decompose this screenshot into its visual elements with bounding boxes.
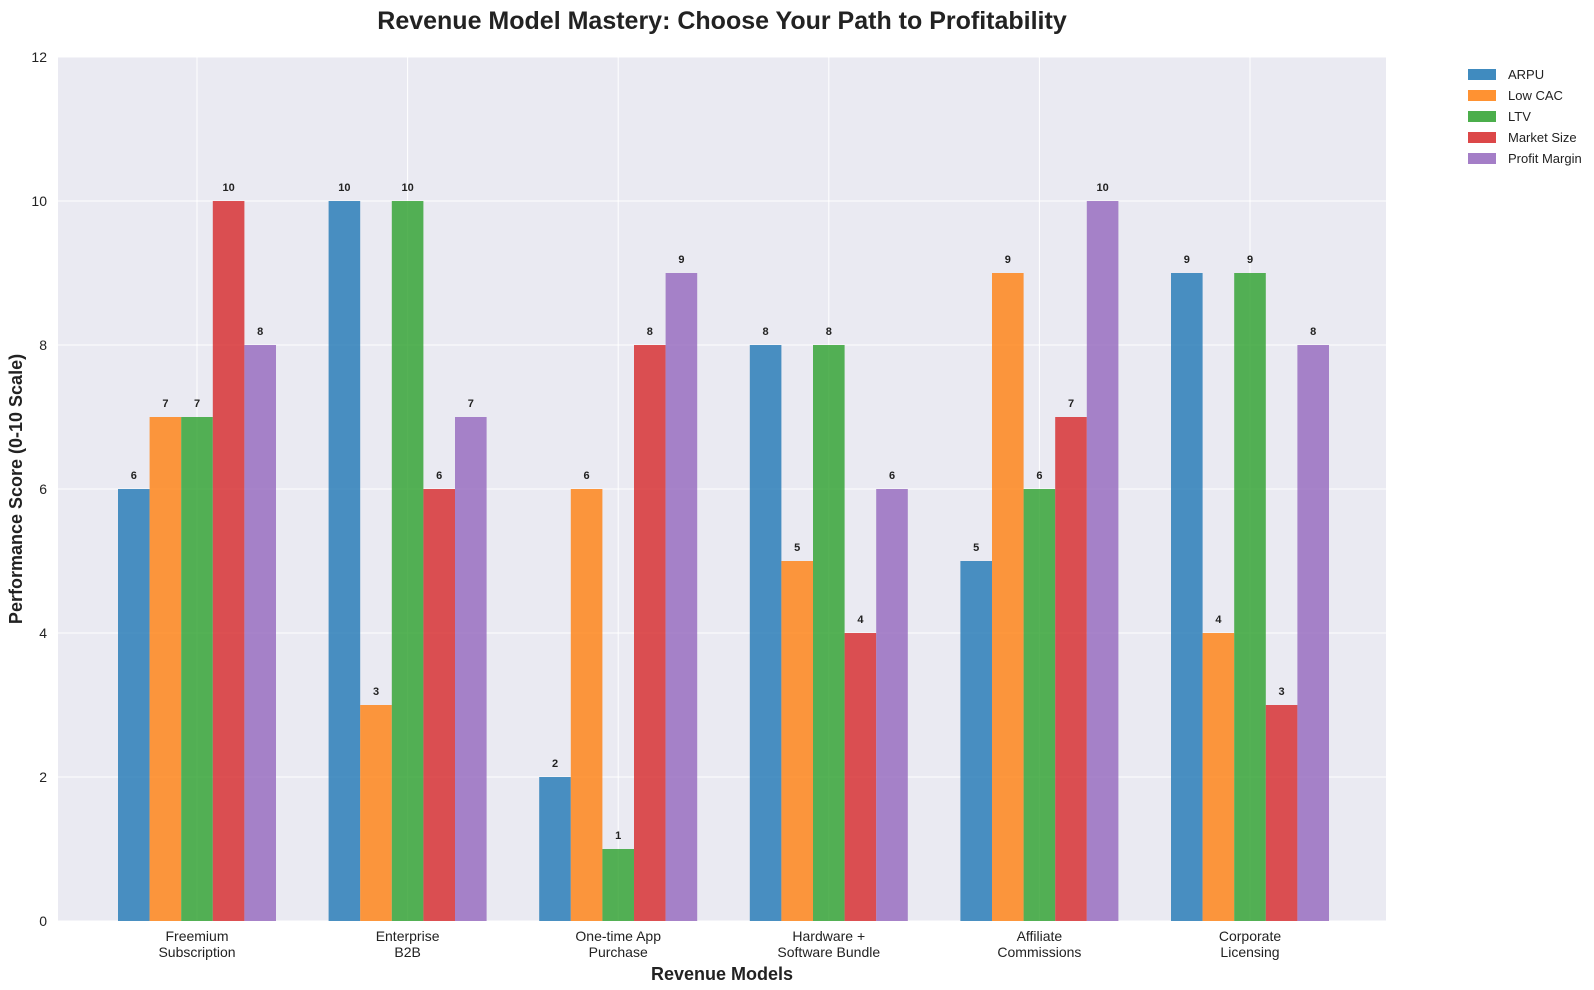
bar-value-label: 9 xyxy=(1184,254,1190,266)
bar-value-label: 7 xyxy=(1068,398,1074,410)
bar xyxy=(328,201,361,921)
bar-value-label: 3 xyxy=(1279,686,1285,698)
bar-value-label: 10 xyxy=(401,182,413,194)
x-tick-label: Affiliate Commissions xyxy=(997,928,1081,960)
bar-value-label: 8 xyxy=(826,326,832,338)
bar xyxy=(391,201,424,921)
bar-value-label: 1 xyxy=(615,830,621,842)
bar xyxy=(1234,273,1266,921)
bar-value-label: 6 xyxy=(1036,470,1042,482)
bar-value-label: 4 xyxy=(857,614,864,626)
bar-value-label: 8 xyxy=(647,326,653,338)
bar xyxy=(1171,273,1203,921)
bar xyxy=(149,417,182,921)
legend-label: Market Size xyxy=(1508,130,1577,145)
bar xyxy=(181,417,213,921)
x-tick-label: Freemium Subscription xyxy=(158,928,235,960)
bar xyxy=(118,489,150,921)
bar xyxy=(876,489,908,921)
bar xyxy=(244,345,276,921)
y-axis-label: Performance Score (0-10 Scale) xyxy=(6,354,26,624)
bar-value-label: 5 xyxy=(973,542,979,554)
y-tick-label: 2 xyxy=(39,769,47,785)
value-labels: 6 7 7 10 8 10 3 10 6 7 2 6 1 8 9 8 5 8 4 6 5 9 6 7 10 9 4 9 3 8 xyxy=(131,182,1317,842)
bar-value-label: 10 xyxy=(222,182,234,194)
y-tick-label: 10 xyxy=(31,193,47,209)
x-axis-ticks: Freemium Subscription Enterprise B2B One-tim… xyxy=(158,928,1281,960)
legend-label: LTV xyxy=(1508,109,1531,124)
bar-value-label: 7 xyxy=(468,398,474,410)
bar-value-label: 2 xyxy=(552,758,558,770)
bar-value-label: 9 xyxy=(1247,254,1253,266)
bar xyxy=(749,345,782,921)
x-tick-label: Corporate Licensing xyxy=(1219,928,1281,960)
bar xyxy=(960,561,992,921)
bar xyxy=(992,273,1024,921)
bar xyxy=(1297,345,1329,921)
legend-swatch xyxy=(1468,90,1496,101)
x-tick-label: Hardware + Software Bundle xyxy=(777,928,880,960)
y-tick-label: 6 xyxy=(39,481,47,497)
bar-value-label: 7 xyxy=(162,398,168,410)
bar-value-label: 3 xyxy=(373,686,379,698)
legend-label: Profit Margin xyxy=(1508,151,1582,166)
legend-label: ARPU xyxy=(1508,67,1544,82)
bar-value-label: 10 xyxy=(1096,182,1108,194)
bar xyxy=(844,633,877,921)
bar-value-label: 9 xyxy=(1005,254,1011,266)
bar xyxy=(1023,489,1056,921)
x-tick-label: Enterprise B2B xyxy=(376,928,440,960)
legend-swatch xyxy=(1468,111,1496,122)
legend: ARPU Low CAC LTV Market Size Profit Margin xyxy=(1468,67,1582,166)
legend-label: Low CAC xyxy=(1508,88,1563,103)
bar-value-label: 6 xyxy=(584,470,590,482)
legend-swatch xyxy=(1468,69,1496,80)
bar xyxy=(1086,201,1119,921)
bar xyxy=(813,345,845,921)
x-axis-label: Revenue Models xyxy=(651,964,793,984)
bar-value-label: 5 xyxy=(794,542,800,554)
bar xyxy=(539,777,571,921)
bar-value-label: 6 xyxy=(436,470,442,482)
bar-value-label: 4 xyxy=(1215,614,1222,626)
chart-title: Revenue Model Mastery: Choose Your Path … xyxy=(377,7,1067,35)
legend-swatch xyxy=(1468,132,1496,143)
bar xyxy=(634,345,666,921)
bar-value-label: 8 xyxy=(1310,326,1316,338)
bar-value-label: 7 xyxy=(194,398,200,410)
bar-value-label: 9 xyxy=(678,254,684,266)
y-tick-label: 12 xyxy=(31,49,47,65)
bars xyxy=(118,201,1329,921)
bar xyxy=(1055,417,1087,921)
bar xyxy=(455,417,487,921)
bar-value-label: 8 xyxy=(257,326,263,338)
bar xyxy=(665,273,698,921)
bar-value-label: 10 xyxy=(338,182,350,194)
y-tick-label: 4 xyxy=(39,625,47,641)
bar xyxy=(423,489,455,921)
bar xyxy=(360,705,392,921)
bar xyxy=(570,489,603,921)
bar-value-label: 8 xyxy=(763,326,769,338)
bar xyxy=(212,201,245,921)
y-tick-label: 0 xyxy=(39,913,47,929)
legend-swatch xyxy=(1468,153,1496,164)
x-tick-label: One-time App Purchase xyxy=(575,928,661,960)
bar xyxy=(781,561,813,921)
bar xyxy=(1202,633,1235,921)
y-axis-ticks: 0 2 4 6 8 10 12 xyxy=(31,49,47,929)
bar xyxy=(1265,705,1298,921)
y-tick-label: 8 xyxy=(39,337,47,353)
bar-value-label: 6 xyxy=(131,470,137,482)
bar-value-label: 6 xyxy=(889,470,895,482)
bar xyxy=(602,849,634,921)
